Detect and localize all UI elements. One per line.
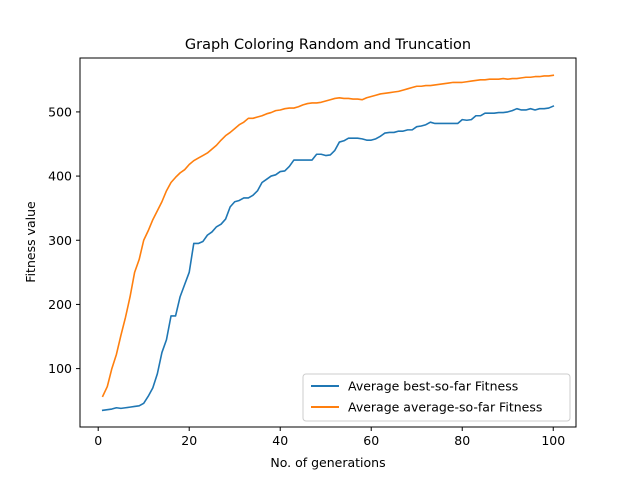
series-line-average-average-so-far-fitness: [101, 74, 555, 398]
y-axis-label: Fitness value: [23, 201, 38, 283]
y-tick-label: 200: [48, 297, 72, 312]
x-tick-label: 80: [454, 433, 470, 448]
x-axis-label: No. of generations: [270, 455, 385, 470]
legend-label-average-so-far: Average average-so-far Fitness: [348, 400, 542, 415]
x-tick-label: 60: [363, 433, 379, 448]
x-tick-label: 0: [94, 433, 102, 448]
y-tick-label: 300: [48, 233, 72, 248]
legend: Average best-so-far Fitness Average aver…: [302, 373, 571, 422]
chart-title: Graph Coloring Random and Truncation: [185, 37, 471, 53]
x-tick-label: 40: [272, 433, 288, 448]
plot-area: [101, 74, 555, 412]
y-tick-label: 100: [48, 361, 72, 376]
legend-label-best-so-far: Average best-so-far Fitness: [348, 379, 518, 394]
legend-box: [302, 373, 571, 422]
series-line-average-best-so-far-fitness: [101, 105, 555, 412]
axes-frame: [79, 57, 577, 428]
y-tick-label: 500: [48, 104, 72, 119]
axis-ticks: 0 20 40 60 80 100 100 200 300 400 500: [48, 104, 565, 448]
x-tick-label: 100: [541, 433, 565, 448]
y-tick-label: 400: [48, 169, 72, 184]
x-tick-label: 20: [181, 433, 197, 448]
